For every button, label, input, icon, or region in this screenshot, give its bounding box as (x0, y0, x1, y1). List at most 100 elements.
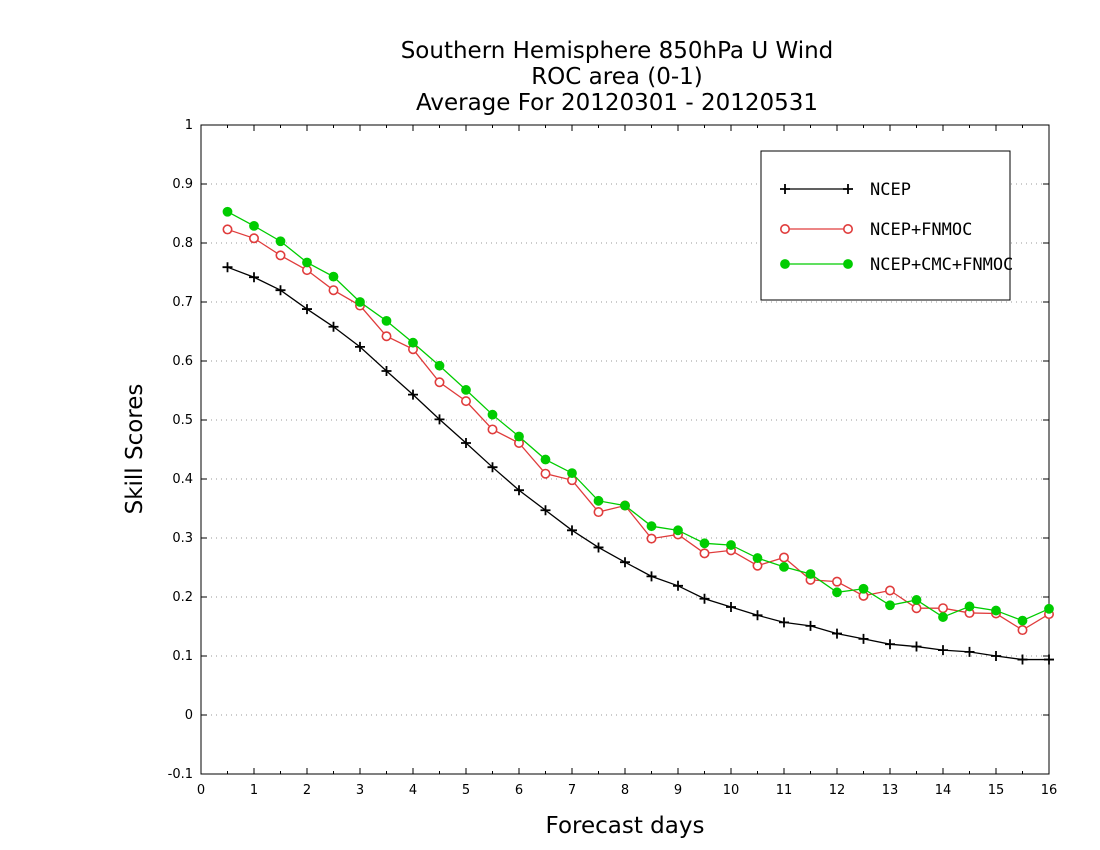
legend-marker-ncep (780, 184, 790, 194)
y-tick-label: 1 (185, 118, 193, 133)
y-tick-label: 0.5 (172, 413, 193, 428)
data-point-ncep-fnmoc (487, 424, 498, 435)
data-point-ncep-fnmoc (460, 396, 471, 407)
data-point-ncep-cmc-fnmoc (275, 236, 286, 247)
data-point-ncep (646, 571, 657, 582)
legend-marker-ncep-fnmoc (842, 224, 853, 235)
data-point-ncep (964, 646, 975, 657)
data-point-ncep (1017, 654, 1028, 665)
x-tick-label: 16 (1041, 783, 1058, 798)
legend-marker-ncep-fnmoc (779, 224, 790, 235)
x-tick-label: 13 (882, 783, 899, 798)
data-point-ncep-cmc-fnmoc (434, 360, 445, 371)
data-point-ncep-fnmoc (275, 250, 286, 261)
data-point-ncep (832, 628, 842, 639)
data-point-ncep-cmc-fnmoc (328, 271, 339, 282)
data-point-ncep-fnmoc (593, 507, 604, 518)
legend: NCEP NCEP+FNMOC NCEP+CMC+FNMOC (760, 150, 1013, 301)
data-point-ncep (434, 414, 445, 425)
data-point-ncep-cmc-fnmoc (620, 500, 630, 511)
legend-box (760, 150, 1011, 301)
data-point-ncep-cmc-fnmoc (487, 409, 498, 420)
x-tick-label: 9 (674, 783, 682, 798)
data-point-ncep-fnmoc (699, 548, 710, 559)
series-ncep-fnmoc (222, 224, 1055, 636)
x-tick-label: 3 (356, 783, 364, 798)
data-point-ncep-cmc-fnmoc (673, 525, 683, 536)
data-point-ncep-fnmoc (831, 576, 842, 587)
data-point-ncep-cmc-fnmoc (964, 601, 975, 612)
data-point-ncep-cmc-fnmoc (381, 315, 392, 326)
data-point-ncep-cmc-fnmoc (752, 553, 763, 563)
x-tick-label: 7 (568, 783, 576, 798)
data-point-ncep (938, 645, 948, 656)
data-point-ncep-cmc-fnmoc (408, 337, 418, 348)
data-point-ncep (911, 641, 922, 652)
data-point-ncep-cmc-fnmoc (302, 257, 312, 268)
data-point-ncep-cmc-fnmoc (540, 454, 551, 465)
data-point-ncep-fnmoc (1017, 625, 1028, 636)
y-tick-label: 0.2 (172, 590, 193, 605)
data-point-ncep-cmc-fnmoc (832, 587, 842, 598)
legend-marker-ncep (843, 184, 853, 194)
data-point-ncep-fnmoc (381, 331, 392, 342)
data-point-ncep-fnmoc (778, 552, 789, 563)
x-tick-label: 8 (621, 783, 629, 798)
y-tick-label: -0.1 (168, 767, 193, 782)
data-point-ncep (249, 272, 259, 283)
series-line-ncep-fnmoc (227, 228, 1050, 631)
legend-label-ncep: NCEP (870, 180, 911, 200)
legend-marker-ncep-cmc-fnmoc (780, 259, 790, 269)
y-tick-label: 0 (185, 708, 193, 723)
data-point-ncep (991, 651, 1001, 661)
x-tick-label: 5 (462, 783, 470, 798)
data-point-ncep (408, 389, 418, 400)
data-point-ncep (355, 341, 365, 352)
y-tick-label: 0.6 (172, 354, 193, 369)
data-point-ncep (540, 505, 551, 516)
axis-ticks: -0.100.10.20.30.40.50.60.70.80.910 1 2 3 4 5 6… (168, 118, 1058, 798)
data-point-ncep-fnmoc (434, 377, 445, 388)
data-point-ncep-cmc-fnmoc (779, 562, 789, 572)
x-tick-label: 11 (776, 783, 793, 798)
data-point-ncep (858, 633, 869, 644)
series-ncep (222, 262, 1054, 665)
data-point-ncep (699, 593, 710, 604)
data-point-ncep (381, 366, 392, 377)
x-tick-label: 4 (409, 783, 417, 798)
data-point-ncep-cmc-fnmoc (646, 521, 657, 532)
legend-marker-ncep-cmc-fnmoc (843, 259, 853, 269)
data-point-ncep (593, 542, 604, 553)
y-tick-label: 0.8 (172, 236, 193, 251)
data-point-ncep-fnmoc (540, 468, 551, 479)
data-point-ncep-cmc-fnmoc (1044, 603, 1054, 614)
y-tick-label: 0.7 (172, 295, 193, 310)
data-point-ncep (726, 602, 736, 613)
data-point-ncep-fnmoc (911, 603, 922, 614)
data-point-ncep-fnmoc (249, 233, 260, 244)
data-point-ncep-cmc-fnmoc (885, 600, 895, 611)
x-tick-label: 1 (250, 783, 258, 798)
data-point-ncep (620, 557, 630, 568)
data-point-ncep-fnmoc (328, 285, 339, 296)
data-point-ncep-cmc-fnmoc (699, 538, 710, 549)
data-point-ncep-cmc-fnmoc (911, 595, 922, 605)
y-tick-label: 0.1 (172, 649, 193, 664)
x-tick-label: 6 (515, 783, 523, 798)
data-point-ncep (1044, 654, 1054, 665)
chart-title-line-2: ROC area (0-1) (531, 64, 703, 90)
data-point-ncep-cmc-fnmoc (726, 540, 736, 550)
x-tick-label: 2 (303, 783, 311, 798)
data-point-ncep (752, 610, 763, 621)
data-point-ncep-cmc-fnmoc (249, 220, 259, 231)
data-point-ncep (885, 639, 895, 650)
data-point-ncep-fnmoc (222, 224, 233, 235)
data-point-ncep (779, 617, 789, 628)
data-point-ncep-cmc-fnmoc (461, 385, 471, 395)
data-point-ncep-cmc-fnmoc (991, 605, 1001, 616)
data-point-ncep-cmc-fnmoc (567, 468, 577, 479)
data-point-ncep-cmc-fnmoc (222, 206, 233, 217)
legend-label-ncep-cmc-fnmoc: NCEP+CMC+FNMOC (870, 255, 1013, 275)
data-point-ncep (673, 580, 683, 591)
